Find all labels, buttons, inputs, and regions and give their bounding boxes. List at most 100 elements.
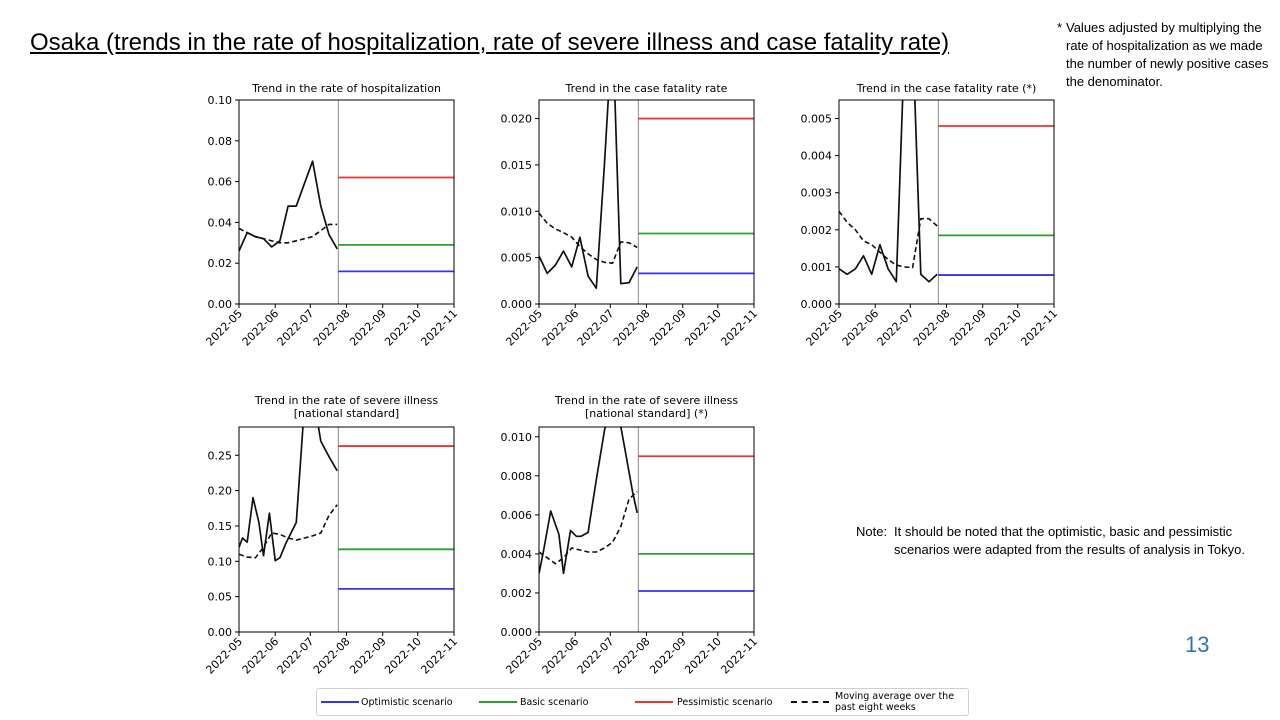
x-tick-label: 2022-11 bbox=[1018, 307, 1060, 349]
y-tick-label: 0.00 bbox=[208, 626, 233, 639]
x-tick-label: 2022-07 bbox=[575, 307, 617, 349]
x-tick-label: 2022-08 bbox=[311, 307, 353, 349]
page-number: 13 bbox=[1185, 632, 1210, 657]
x-tick-label: 2022-11 bbox=[718, 307, 760, 349]
x-tick-label: 2022-09 bbox=[947, 307, 989, 349]
y-tick-label: 0.000 bbox=[501, 298, 533, 311]
legend-label-pessimistic: Pessimistic scenario bbox=[677, 697, 773, 708]
actual-rate-line bbox=[839, 100, 938, 283]
plot-frame bbox=[538, 426, 755, 633]
y-tick-label: 0.006 bbox=[501, 509, 533, 522]
chart-title: Trend in the rate of severe illness bbox=[254, 394, 439, 407]
x-tick-label: 2022-11 bbox=[718, 635, 760, 677]
x-tick-label: 2022-06 bbox=[540, 635, 582, 677]
actual-rate-line bbox=[239, 427, 338, 562]
adjusted-severe-illness-rate-chart: Trend in the rate of severe illness[nati… bbox=[501, 394, 761, 677]
moving-average-line bbox=[539, 490, 638, 565]
y-tick-label: 0.000 bbox=[801, 298, 833, 311]
x-tick-label: 2022-10 bbox=[682, 635, 724, 677]
x-tick-label: 2022-11 bbox=[418, 635, 460, 677]
plot-frame bbox=[838, 99, 1055, 305]
plot-frame bbox=[238, 426, 455, 633]
legend-label-moving-average: Moving average over the past eight weeks bbox=[835, 691, 955, 713]
chart-title: Trend in the case fatality rate bbox=[565, 82, 728, 95]
case-fatality-rate-chart: Trend in the case fatality rate 0.000 0.00… bbox=[501, 82, 761, 349]
y-tick-label: 0.02 bbox=[208, 257, 233, 270]
legend-label-optimistic: Optimistic scenario bbox=[361, 697, 453, 708]
x-tick-label: 2022-06 bbox=[540, 307, 582, 349]
note: Note: It should be noted that the optimi… bbox=[856, 523, 1256, 559]
hospitalization-rate-chart: Trend in the rate of hospitalization 0.00… bbox=[203, 82, 460, 349]
y-tick-label: 0.05 bbox=[208, 591, 233, 604]
plot-frame bbox=[238, 99, 455, 305]
y-tick-label: 0.002 bbox=[801, 224, 833, 237]
x-tick-label: 2022-05 bbox=[203, 635, 245, 677]
x-tick-label: 2022-07 bbox=[275, 635, 317, 677]
x-tick-label: 2022-09 bbox=[647, 307, 689, 349]
legend-swatch-moving-average bbox=[791, 701, 829, 703]
y-tick-label: 0.001 bbox=[801, 261, 833, 274]
x-tick-label: 2022-08 bbox=[311, 635, 353, 677]
actual-rate-line bbox=[539, 100, 638, 290]
legend-swatch-basic bbox=[479, 701, 517, 703]
footnote-text: Values adjusted by multiplying the rate … bbox=[1066, 20, 1269, 89]
actual-rate-line bbox=[539, 427, 639, 575]
x-tick-label: 2022-10 bbox=[982, 307, 1024, 349]
actual-rate-line bbox=[239, 160, 338, 252]
x-tick-label: 2022-10 bbox=[382, 307, 424, 349]
y-tick-label: 0.002 bbox=[501, 587, 533, 600]
severe-illness-rate-chart: Trend in the rate of severe illness[nati… bbox=[203, 394, 460, 677]
y-tick-label: 0.003 bbox=[801, 187, 833, 200]
x-tick-label: 2022-06 bbox=[840, 307, 882, 349]
moving-average-line bbox=[539, 212, 638, 264]
legend-label-basic: Basic scenario bbox=[520, 697, 589, 708]
chart-title: [national standard] bbox=[294, 407, 399, 420]
moving-average-line bbox=[239, 504, 338, 559]
y-tick-label: 0.00 bbox=[208, 298, 233, 311]
x-tick-label: 2022-05 bbox=[503, 635, 545, 677]
footnote-marker: * bbox=[1057, 20, 1063, 35]
x-tick-label: 2022-09 bbox=[647, 635, 689, 677]
chart-legend: Optimistic scenario Basic scenario Pessi… bbox=[316, 688, 969, 716]
y-tick-label: 0.015 bbox=[501, 159, 533, 172]
chart-title: [national standard] (*) bbox=[585, 407, 708, 420]
x-tick-label: 2022-05 bbox=[803, 307, 845, 349]
x-tick-label: 2022-08 bbox=[611, 307, 653, 349]
y-tick-label: 0.25 bbox=[208, 449, 233, 462]
y-tick-label: 0.06 bbox=[208, 176, 233, 189]
x-tick-label: 2022-05 bbox=[503, 307, 545, 349]
x-tick-label: 2022-10 bbox=[682, 307, 724, 349]
y-tick-label: 0.10 bbox=[208, 555, 233, 568]
y-tick-label: 0.000 bbox=[501, 626, 533, 639]
chart-title: Trend in the case fatality rate (*) bbox=[856, 82, 1036, 95]
y-tick-label: 0.10 bbox=[208, 94, 233, 107]
note-text: It should be noted that the optimistic, … bbox=[894, 524, 1245, 557]
x-tick-label: 2022-06 bbox=[240, 635, 282, 677]
y-tick-label: 0.08 bbox=[208, 135, 233, 148]
y-tick-label: 0.04 bbox=[208, 216, 233, 229]
x-tick-label: 2022-10 bbox=[382, 635, 424, 677]
chart-title: Trend in the rate of hospitalization bbox=[251, 82, 441, 95]
x-tick-label: 2022-09 bbox=[347, 635, 389, 677]
x-tick-label: 2022-08 bbox=[611, 635, 653, 677]
x-tick-label: 2022-09 bbox=[347, 307, 389, 349]
x-tick-label: 2022-11 bbox=[418, 307, 460, 349]
page-title: Osaka (trends in the rate of hospitaliza… bbox=[30, 29, 950, 56]
x-tick-label: 2022-06 bbox=[240, 307, 282, 349]
x-tick-label: 2022-07 bbox=[575, 635, 617, 677]
y-tick-label: 0.010 bbox=[501, 205, 533, 218]
y-tick-label: 0.005 bbox=[501, 252, 533, 265]
chart-title: Trend in the rate of severe illness bbox=[554, 394, 739, 407]
y-tick-label: 0.010 bbox=[501, 431, 533, 444]
note-label: Note: bbox=[856, 524, 888, 539]
y-tick-label: 0.004 bbox=[801, 150, 833, 163]
y-tick-label: 0.020 bbox=[501, 113, 533, 126]
adjusted-case-fatality-rate-chart: Trend in the case fatality rate (*) 0.000… bbox=[801, 82, 1061, 349]
y-tick-label: 0.20 bbox=[208, 485, 233, 498]
plot-frame bbox=[538, 99, 755, 305]
x-tick-label: 2022-08 bbox=[911, 307, 953, 349]
moving-average-line bbox=[839, 210, 938, 269]
moving-average-line bbox=[239, 223, 338, 244]
x-tick-label: 2022-05 bbox=[203, 307, 245, 349]
x-tick-label: 2022-07 bbox=[875, 307, 917, 349]
